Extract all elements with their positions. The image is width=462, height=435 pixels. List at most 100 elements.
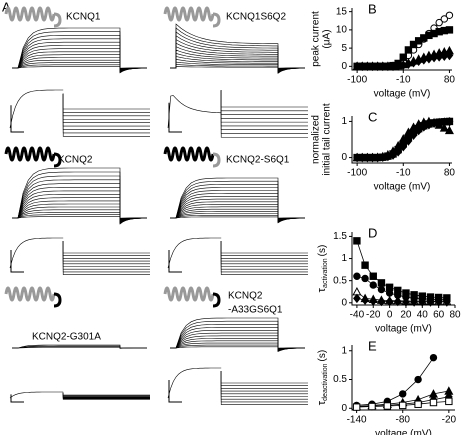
- construct-label: KCNQ1S6Q2: [226, 12, 286, 23]
- current-trace: [220, 90, 308, 127]
- current-trace: [62, 93, 150, 123]
- series-line: [356, 240, 447, 299]
- data-point: [353, 293, 361, 304]
- data-point: [402, 297, 410, 307]
- current-trace: [220, 371, 308, 384]
- data-point: [369, 296, 378, 306]
- x-tick-label: 0: [387, 310, 393, 321]
- data-point: [368, 61, 377, 72]
- data-point: [445, 116, 454, 127]
- current-trace: [167, 237, 222, 269]
- construct-label: -A33GS6Q1: [228, 305, 283, 316]
- current-trace: [62, 241, 150, 267]
- data-point: [393, 296, 402, 307]
- current-trace: [12, 27, 147, 74]
- current-trace: [220, 241, 308, 270]
- channel-icon: [163, 146, 215, 162]
- x-tick-label: -140: [347, 415, 367, 426]
- channel-icon: [212, 12, 221, 28]
- construct-label: KCNQ2: [58, 155, 93, 166]
- current-trace: [62, 93, 150, 113]
- data-point: [426, 297, 435, 307]
- channel-icon: [163, 286, 215, 302]
- data-point: [404, 46, 413, 54]
- current-trace: [170, 23, 305, 74]
- axis-line: [351, 345, 455, 411]
- data-point: [445, 397, 453, 406]
- current-trace: [170, 184, 305, 223]
- data-point: [353, 152, 361, 163]
- data-point: [363, 61, 372, 72]
- data-point: [368, 402, 376, 411]
- data-point: [361, 274, 369, 283]
- data-point: [445, 26, 454, 34]
- current-trace: [220, 371, 308, 405]
- current-trace: [9, 89, 64, 129]
- data-point: [389, 150, 397, 160]
- data-point: [353, 61, 361, 72]
- panel-label: D: [368, 225, 377, 240]
- current-trace: [62, 93, 150, 110]
- current-trace: [220, 90, 308, 108]
- current-trace: [170, 177, 305, 224]
- current-trace: [62, 241, 150, 265]
- x-tick-label: 40: [417, 310, 429, 321]
- x-axis-label: voltage (mV): [374, 182, 431, 193]
- current-trace: [12, 167, 148, 225]
- current-trace: [220, 371, 308, 403]
- channel-icon: [163, 6, 215, 22]
- channel-icon: [212, 292, 221, 308]
- x-tick-label: 80: [449, 310, 461, 321]
- y-tick-label: 0: [341, 152, 347, 163]
- data-point: [385, 289, 394, 297]
- y-axis-label-unit: (s): [317, 245, 328, 257]
- current-trace: [220, 241, 308, 254]
- data-point: [429, 353, 438, 362]
- x-axis-label: voltage (mV): [375, 324, 432, 335]
- data-point: [353, 272, 361, 280]
- data-point: [358, 152, 367, 163]
- x-axis-label: voltage (mV): [374, 89, 431, 100]
- data-point: [434, 297, 443, 307]
- current-trace: [220, 90, 308, 134]
- data-point: [409, 130, 418, 140]
- y-tick-label: 0.5: [333, 374, 347, 385]
- data-point: [377, 285, 386, 294]
- x-tick-label: -100: [347, 75, 367, 86]
- current-trace: [220, 371, 308, 386]
- current-trace: [220, 241, 308, 267]
- scale-bar: [168, 102, 182, 133]
- current-trace: [220, 371, 308, 392]
- current-trace: [220, 241, 308, 262]
- data-point: [378, 61, 387, 72]
- x-tick-label: -40: [350, 310, 365, 321]
- current-trace: [170, 317, 305, 353]
- data-point: [377, 296, 386, 307]
- current-trace: [220, 241, 308, 256]
- y-tick-label: 1.5: [333, 231, 347, 242]
- current-trace: [220, 371, 308, 397]
- data-point: [358, 61, 367, 72]
- current-trace: [62, 93, 150, 127]
- y-axis-label-symbol: τ: [316, 287, 328, 292]
- x-tick-label: 80: [444, 168, 456, 179]
- y-tick-label: 1: [341, 345, 347, 356]
- construct-label: KCNQ2-S6Q1: [226, 155, 290, 166]
- y-axis-label: τactivation(s): [316, 245, 329, 293]
- data-point: [394, 146, 402, 157]
- current-trace: [170, 335, 305, 350]
- data-point: [429, 398, 438, 407]
- data-point: [368, 152, 377, 163]
- current-trace: [220, 371, 308, 400]
- data-point: [414, 400, 422, 408]
- y-axis-label: initial tail current: [322, 103, 333, 175]
- channel-icon: [212, 152, 221, 168]
- x-tick-label: -20: [366, 310, 381, 321]
- data-point: [352, 403, 361, 411]
- x-axis-label: voltage (mV): [375, 429, 432, 435]
- data-point: [414, 125, 423, 136]
- current-trace: [62, 93, 150, 130]
- current-trace: [170, 59, 305, 70]
- y-tick-label: 0: [341, 297, 347, 308]
